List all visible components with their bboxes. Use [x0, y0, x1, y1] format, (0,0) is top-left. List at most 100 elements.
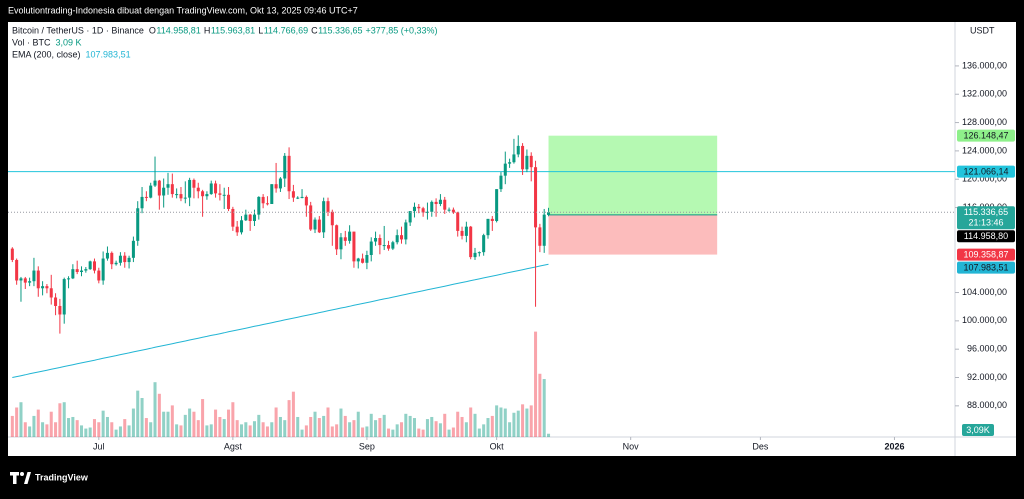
header-title: Evolutiontrading-Indonesia dibuat dengan… [8, 5, 358, 15]
volume-bar [227, 409, 231, 437]
candle-body [201, 191, 205, 197]
x-tick-label: Agst [224, 441, 243, 451]
candle-body [84, 269, 88, 271]
candle-body [118, 255, 122, 263]
volume-bar [71, 416, 75, 437]
candle-body [214, 183, 218, 194]
candle-body [32, 270, 36, 282]
volume-bar [421, 429, 425, 437]
candle-body [451, 209, 455, 213]
legend-text: EMA (200, close) [12, 49, 81, 59]
candle-body [374, 237, 378, 242]
volume-bar [464, 422, 468, 437]
volume-bar [97, 422, 101, 437]
position-stop-zone [548, 214, 718, 255]
candle-body [547, 212, 551, 215]
y-tick-label: 104.000,00 [962, 287, 1007, 297]
candle-body [516, 145, 520, 155]
volume-bar [361, 427, 365, 437]
volume-bar [495, 405, 499, 437]
legend-text: 3,09 K [56, 37, 82, 47]
volume-bar [19, 402, 23, 437]
candle-body [503, 163, 507, 176]
candle-body [67, 278, 71, 280]
volume-bar [404, 413, 408, 437]
volume-bar [162, 411, 166, 437]
volume-bar [456, 411, 460, 437]
candle-body [382, 245, 386, 247]
price-label-box [957, 206, 1015, 230]
candle-body [101, 258, 105, 281]
candle-body [521, 145, 525, 170]
price-label: 114.958,80 [964, 231, 1008, 241]
y-tick-label: 92.000,00 [967, 372, 1007, 382]
x-tick-label: Okt [490, 441, 505, 451]
volume-bar [482, 424, 486, 437]
candle-body [361, 258, 365, 263]
volume-bar [434, 421, 438, 437]
candle-body [309, 205, 313, 230]
volume-bar [67, 418, 71, 437]
candle-body [348, 231, 352, 241]
y-tick-label: 100.000,00 [962, 315, 1007, 325]
candle-body [45, 286, 49, 289]
x-tick-label: 2026 [884, 441, 904, 451]
volume-bar [326, 407, 330, 437]
volume-bar [41, 422, 45, 437]
volume-bar [547, 433, 551, 437]
volume-bar [365, 426, 369, 437]
price-label-box [957, 261, 1015, 274]
candle-body [473, 252, 477, 258]
candle-body [508, 162, 512, 164]
legend-text: 114.958,81 [156, 25, 200, 35]
candle-body [265, 203, 269, 205]
volume-bar [477, 428, 481, 437]
price-countdown: 21:13:46 [968, 218, 1003, 228]
candle-body [278, 178, 282, 189]
volume-bar [196, 420, 200, 437]
volume-bar [23, 422, 27, 437]
volume-bar [15, 407, 19, 437]
volume-bar [140, 398, 144, 437]
volume-bar [451, 427, 455, 437]
candle-body [291, 191, 295, 198]
candle-body [412, 206, 416, 212]
candle-body [534, 167, 538, 228]
volume-bar [231, 402, 235, 437]
legend-text: +377,85 (+0,33%) [366, 25, 438, 35]
candle-body [460, 230, 464, 236]
volume-bar [443, 413, 447, 437]
volume-bar [438, 423, 442, 437]
volume-bar [192, 411, 196, 437]
legend-text: 107.983,51 [86, 49, 131, 59]
candle-body [287, 155, 291, 192]
position-target-zone [548, 135, 718, 215]
legend-text: L [258, 25, 263, 35]
candle-body [443, 199, 447, 210]
candle-body [244, 214, 248, 221]
price-label-box [957, 165, 1015, 178]
candle-body [222, 194, 226, 196]
candle-body [270, 184, 274, 205]
volume-bar [296, 416, 300, 437]
y-tick-label: 128.000,00 [962, 117, 1007, 127]
candle-body [179, 194, 183, 199]
volume-bar [127, 425, 131, 437]
volume-bar [512, 412, 516, 437]
volume-bar [265, 426, 269, 437]
volume-bar [469, 407, 473, 437]
volume-bar [49, 411, 53, 437]
volume-bar [335, 424, 339, 437]
candle-body [330, 211, 334, 226]
volume-bar [382, 414, 386, 437]
candle-body [10, 248, 14, 260]
candle-body [153, 180, 157, 186]
volume-bar [218, 416, 222, 437]
volume-bar [144, 418, 148, 437]
volume-bar [235, 420, 239, 437]
candle-body [36, 270, 40, 289]
candle-body [512, 154, 516, 163]
candle-body [170, 184, 174, 195]
volume-bar [175, 424, 179, 437]
x-tick-label: Sep [359, 441, 375, 451]
